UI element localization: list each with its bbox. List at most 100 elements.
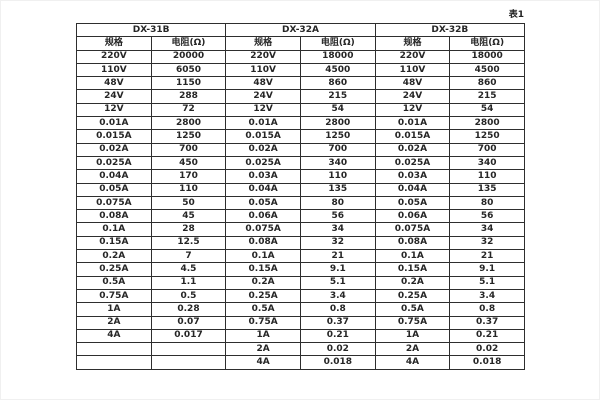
col-header-spec: 规格 <box>374 36 451 51</box>
resistance-cell: 0.37 <box>299 315 376 330</box>
resistance-cell: 1250 <box>150 129 227 144</box>
spec-cell: 0.5A <box>374 302 451 317</box>
resistance-cell: 28 <box>150 222 227 237</box>
resistance-cell: 700 <box>449 142 525 157</box>
resistance-cell: 0.018 <box>449 355 525 370</box>
resistance-cell: 700 <box>299 142 376 157</box>
resistance-cell: 3.4 <box>449 288 525 304</box>
resistance-cell: 0.37 <box>449 315 525 330</box>
spec-cell: 0.75A <box>225 315 301 330</box>
resistance-cell: 54 <box>449 102 525 118</box>
resistance-cell: 34 <box>299 222 376 237</box>
spec-cell: 0.01A <box>374 116 451 131</box>
resistance-cell: 0.21 <box>299 328 376 344</box>
spec-cell: 0.075A <box>76 195 152 211</box>
resistance-cell: 18000 <box>299 49 376 64</box>
table-row: 0.75A 0.5 0.25A 3.4 0.25A 3.4 <box>76 288 525 304</box>
resistance-cell: 0.8 <box>299 302 376 317</box>
table-body: 220V 20000 220V 18000 220V 18000 110V 6050 110V 4… <box>76 49 525 370</box>
resistance-cell: 56 <box>449 209 525 224</box>
col-header-spec: 规格 <box>225 36 301 51</box>
resistance-cell: 7 <box>150 249 227 264</box>
resistance-cell: 450 <box>150 155 227 171</box>
spec-cell: 24V <box>374 89 451 104</box>
spec-cell: 12V <box>374 102 451 118</box>
resistance-cell: 1250 <box>299 129 376 144</box>
table-row: 1A 0.28 0.5A 0.8 0.5A 0.8 <box>76 302 525 317</box>
resistance-cell: 0.017 <box>150 328 227 344</box>
spec-cell: 0.05A <box>374 195 451 211</box>
spec-cell: 0.01A <box>225 116 301 131</box>
group-header-dx32a: DX-32A <box>225 22 376 38</box>
table-row: 4A 0.017 1A 0.21 1A 0.21 <box>76 328 525 344</box>
resistance-cell: 700 <box>150 142 227 157</box>
spec-cell: 0.02A <box>225 142 301 157</box>
resistance-cell: 110 <box>449 169 525 184</box>
spec-cell: 0.15A <box>225 262 301 277</box>
table-row: 110V 6050 110V 4500 110V 4500 <box>76 62 525 78</box>
col-header-spec: 规格 <box>76 36 152 51</box>
spec-cell: 0.25A <box>374 288 451 304</box>
spec-cell: 0.01A <box>76 116 152 131</box>
group-header-row: DX-31B DX-32A DX-32B <box>75 22 526 38</box>
resistance-cell: 2800 <box>150 116 227 131</box>
spec-cell: 12V <box>76 102 152 118</box>
table-row: 0.25A 4.5 0.15A 9.1 0.15A 9.1 <box>76 262 525 277</box>
table-row: 0.01A 2800 0.01A 2800 0.01A 2800 <box>76 116 525 131</box>
spec-cell: 0.025A <box>76 155 152 171</box>
resistance-cell: 4500 <box>449 62 525 78</box>
table-row: 0.04A 170 0.03A 110 0.03A 110 <box>76 169 525 184</box>
spec-cell: 0.03A <box>374 169 451 184</box>
resistance-cell <box>150 355 227 370</box>
resistance-cell: 0.02 <box>299 342 376 357</box>
spec-cell: 0.5A <box>76 275 152 290</box>
resistance-cell: 135 <box>299 182 376 197</box>
table-row: 0.08A 45 0.06A 56 0.06A 56 <box>76 209 525 224</box>
resistance-cell: 860 <box>299 76 376 91</box>
table-caption: 表1 <box>508 10 524 20</box>
spec-cell: 0.075A <box>374 222 451 237</box>
resistance-cell: 1.1 <box>150 275 227 290</box>
table-row: 0.015A 1250 0.015A 1250 0.015A 1250 <box>76 129 525 144</box>
table-row: 220V 20000 220V 18000 220V 18000 <box>76 49 525 64</box>
resistance-cell: 2800 <box>299 116 376 131</box>
resistance-cell: 80 <box>299 195 376 211</box>
spec-cell: 12V <box>225 102 301 118</box>
resistance-cell: 170 <box>150 169 227 184</box>
table-row: 0.1A 28 0.075A 34 0.075A 34 <box>76 222 525 237</box>
spec-cell: 24V <box>225 89 301 104</box>
spec-cell: 0.2A <box>225 275 301 290</box>
spec-cell: 0.05A <box>76 182 152 197</box>
resistance-cell: 2800 <box>449 116 525 131</box>
resistance-cell: 12.5 <box>150 235 227 251</box>
spec-cell: 1A <box>374 328 451 344</box>
table-row: 2A 0.07 0.75A 0.37 0.75A 0.37 <box>76 315 525 330</box>
spec-cell: 2A <box>225 342 301 357</box>
spec-cell: 48V <box>225 76 301 91</box>
col-header-resistance: 电阻(Ω) <box>449 36 525 51</box>
spec-cell: 110V <box>76 62 152 78</box>
spec-cell <box>76 342 152 357</box>
resistance-cell: 80 <box>449 195 525 211</box>
resistance-cell: 288 <box>150 89 227 104</box>
resistance-cell: 72 <box>150 102 227 118</box>
spec-cell: 220V <box>76 49 152 64</box>
spec-cell: 0.05A <box>225 195 301 211</box>
resistance-cell: 4500 <box>299 62 376 78</box>
resistance-cell: 340 <box>299 155 376 171</box>
spec-cell: 4A <box>76 328 152 344</box>
table-row: 0.05A 110 0.04A 135 0.04A 135 <box>76 182 525 197</box>
table-row: 24V 288 24V 215 24V 215 <box>76 89 525 104</box>
resistance-cell: 1250 <box>449 129 525 144</box>
table-header: DX-31B DX-32A DX-32B 规格 电阻(Ω) 规格 电阻(Ω) 规… <box>75 22 526 51</box>
table-row: 12V 72 12V 54 12V 54 <box>76 102 525 118</box>
spec-cell: 0.04A <box>76 169 152 184</box>
spec-cell: 110V <box>374 62 451 78</box>
resistance-cell: 9.1 <box>449 262 525 277</box>
resistance-cell <box>150 342 227 357</box>
spec-cell: 0.06A <box>225 209 301 224</box>
table-row: 48V 1150 48V 860 48V 860 <box>76 76 525 91</box>
col-header-resistance: 电阻(Ω) <box>150 36 227 51</box>
resistance-cell: 215 <box>299 89 376 104</box>
